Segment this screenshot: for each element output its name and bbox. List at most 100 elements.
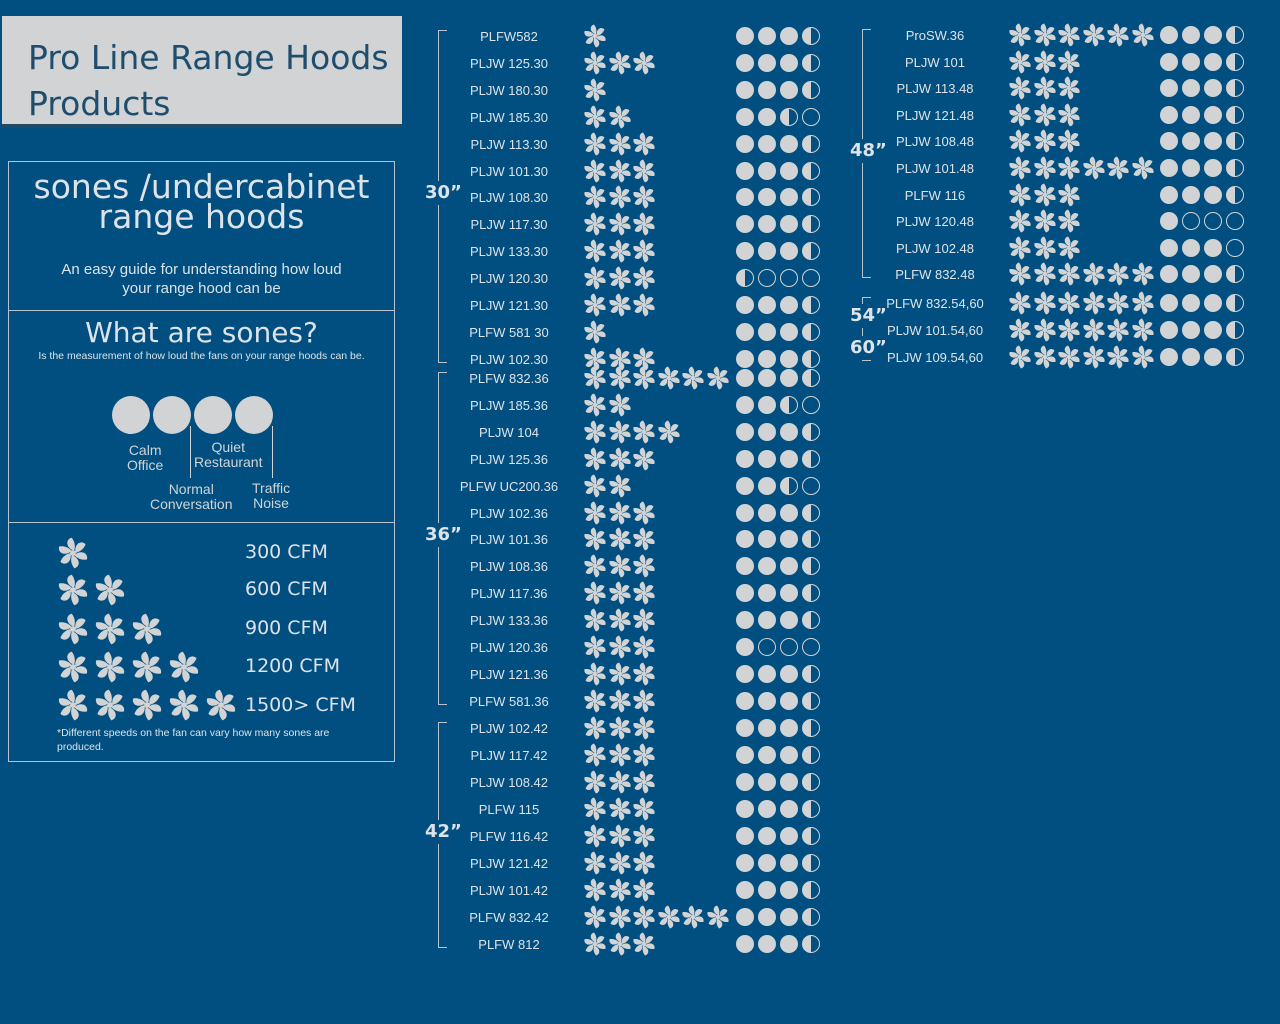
size-label: 30” (425, 181, 462, 206)
sone-dot-full (758, 584, 776, 603)
sone-dot-full (1204, 238, 1222, 257)
fan-icon (583, 608, 607, 632)
fan-icon (583, 78, 607, 102)
sone-dot-full (736, 134, 754, 153)
model-name: PLJW 117.42 (470, 748, 548, 763)
sone-dot-full (736, 935, 754, 953)
fan-icon (608, 266, 632, 290)
sone-dot-half (802, 664, 820, 683)
sone-dot-half (1226, 26, 1244, 44)
fan-icon (632, 212, 656, 236)
fan-icon (57, 537, 89, 569)
model-name: PLJW 108.48 (895, 134, 975, 150)
fan-icon (583, 239, 607, 263)
fan-icon (94, 613, 126, 645)
page-title-line2: Products (28, 84, 171, 123)
sone-dot-full (1182, 132, 1200, 151)
fan-icon (1008, 262, 1032, 286)
fan-icon (632, 185, 656, 209)
fan-icon (1057, 209, 1081, 233)
sone-dot-half (802, 322, 820, 341)
fan-icon (1033, 236, 1057, 260)
sone-dot-full (1160, 294, 1178, 312)
fan-icon (1008, 76, 1032, 100)
sone-dot-full (736, 557, 754, 576)
fan-icon (583, 501, 607, 525)
model-name: PLFW 581.36 (469, 693, 549, 709)
sone-dot-half (780, 395, 798, 414)
fan-icon (632, 527, 656, 551)
sone-dot-full (1182, 294, 1200, 312)
fan-icon (131, 689, 163, 721)
sone-circle-4 (235, 396, 273, 434)
cfm-label-1200: 1200 CFM (245, 655, 340, 677)
sone-dot-full (1160, 212, 1178, 231)
fan-icon (1033, 318, 1057, 342)
sone-dot-full (1160, 105, 1178, 124)
fan-icon (94, 574, 126, 606)
fan-icon (1082, 345, 1106, 369)
sone-dot-half (802, 422, 820, 441)
sone-dot-half (802, 369, 820, 387)
sone-dot-full (780, 664, 798, 683)
sone-dot-full (1204, 159, 1222, 177)
fan-icon (1008, 318, 1032, 342)
intro-panel: sones /undercabinet range hoods An easy … (8, 161, 395, 311)
sone-dot-full (1182, 265, 1200, 284)
model-name: PLJW 102.36 (469, 505, 549, 521)
model-name: PLJW 108.42 (469, 775, 549, 790)
cfm-legend-panel: 300 CFM 600 CFM 900 CFM 1200 CFM 1500> C… (8, 522, 395, 762)
fan-icon (1131, 262, 1155, 286)
model-name: PLFW 832.48 (895, 267, 975, 283)
sone-dot-full (736, 422, 754, 441)
leader-line (272, 426, 273, 478)
fan-icon (681, 905, 705, 929)
sone-circle-3 (194, 396, 232, 434)
sone-dot-full (780, 881, 798, 899)
fan-icon (632, 581, 656, 605)
fan-icon (632, 878, 656, 902)
sone-dot-half (802, 881, 820, 899)
fan-icon (608, 824, 632, 848)
fan-icon (632, 851, 656, 875)
fan-icon (1033, 345, 1057, 369)
fan-icon (608, 581, 632, 605)
model-name: PLJW 117.36 (470, 586, 548, 602)
sone-dot-half (802, 800, 820, 818)
sone-dot-full (1204, 79, 1222, 98)
sone-dot-full (1182, 185, 1200, 204)
fan-icon (583, 212, 607, 236)
fan-icon (583, 581, 607, 605)
fan-icon (608, 239, 632, 263)
sone-dot-full (780, 449, 798, 468)
fan-icon (1057, 129, 1081, 153)
sone-dot-half (1226, 265, 1244, 284)
sone-dot-full (780, 161, 798, 180)
model-name: PLJW 125.36 (469, 451, 549, 467)
fan-icon (632, 266, 656, 290)
sone-dot-full (780, 557, 798, 576)
sone-circle-2 (153, 396, 191, 434)
sone-dot-full (1160, 132, 1178, 151)
sone-dot-full (1160, 321, 1178, 339)
sone-dot-half (1226, 294, 1244, 312)
fan-icon (632, 689, 656, 713)
sone-dot-full (1160, 79, 1178, 98)
sone-dot-full (758, 322, 776, 341)
fan-icon (608, 905, 632, 929)
model-name: PLJW 108.30 (469, 190, 549, 206)
sone-dot-full (736, 691, 754, 710)
sone-dot-half (802, 691, 820, 710)
size-label: 60” (850, 336, 887, 360)
sone-dot-full (736, 449, 754, 468)
fan-icon (1057, 76, 1081, 100)
fan-icon (1131, 291, 1155, 315)
fan-icon (1033, 103, 1057, 127)
sone-dot-full (736, 395, 754, 414)
fan-icon (632, 932, 656, 956)
sone-dot-full (758, 369, 776, 387)
model-name: PLJW 102.30 (469, 351, 549, 367)
sone-dot-full (758, 161, 776, 180)
intro-subtitle: An easy guide for understanding how loud… (9, 260, 394, 298)
sone-dot-full (780, 296, 798, 314)
